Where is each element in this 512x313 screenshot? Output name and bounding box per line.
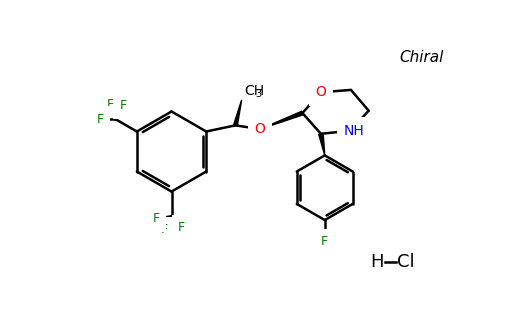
Text: Chiral: Chiral [399,50,444,65]
Text: NH: NH [344,124,365,138]
Text: F: F [106,98,114,111]
Polygon shape [318,133,325,155]
Text: F: F [160,223,167,236]
Text: F: F [321,235,328,249]
Text: F: F [120,99,127,112]
Text: F: F [153,213,160,225]
Polygon shape [233,100,242,126]
Text: 3: 3 [255,89,262,99]
Text: CH: CH [245,84,265,98]
Text: F: F [178,222,185,234]
Text: Cl: Cl [397,253,415,271]
Text: H: H [370,253,383,271]
Text: F: F [97,113,104,126]
Text: O: O [254,122,266,136]
Polygon shape [260,111,303,129]
Text: O: O [315,85,326,99]
